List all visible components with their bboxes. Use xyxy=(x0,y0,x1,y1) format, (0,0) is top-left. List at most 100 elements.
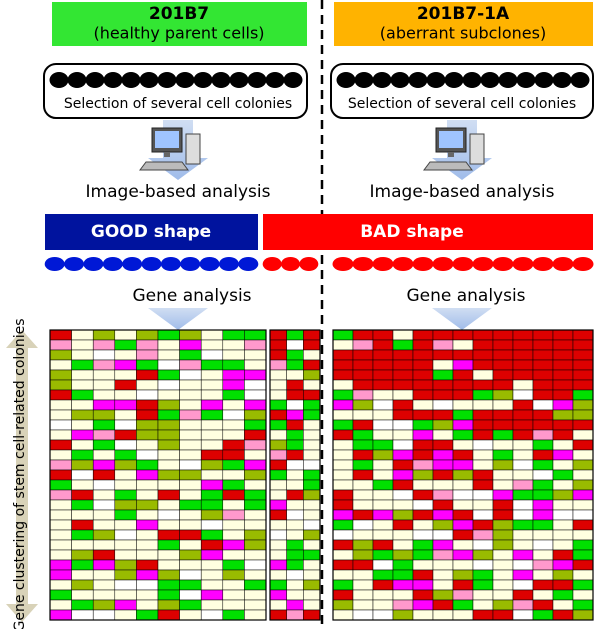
heatmap-cell xyxy=(303,559,321,571)
heatmap-cell xyxy=(303,399,321,411)
heatmap-cell xyxy=(303,389,321,401)
cell-oval xyxy=(44,257,65,271)
heatmap-cell xyxy=(372,389,394,401)
heatmap-cell xyxy=(432,609,454,621)
heatmap-cell xyxy=(332,419,354,431)
heatmap-cell xyxy=(412,409,434,421)
heatmap-cell xyxy=(286,419,304,431)
heatmap-cell xyxy=(352,509,374,521)
cell-oval xyxy=(85,72,105,88)
cell-oval xyxy=(492,257,514,271)
heatmap-cell xyxy=(532,569,554,581)
good-bar xyxy=(45,214,258,250)
heatmap-cell xyxy=(179,419,202,431)
cell-oval xyxy=(412,257,434,271)
heatmap-cell xyxy=(71,499,94,511)
heatmap-cell xyxy=(552,489,574,501)
heatmap-cell xyxy=(71,519,94,531)
heatmap-cell xyxy=(136,459,159,471)
heatmap-cell xyxy=(179,469,202,481)
heatmap-cell xyxy=(71,539,94,551)
heatmap-cell xyxy=(200,419,224,431)
heatmap-cell xyxy=(512,509,534,521)
heatmap-cell xyxy=(572,419,594,431)
heatmap-cell xyxy=(269,369,287,381)
heatmap-cell xyxy=(179,569,202,581)
heatmap-cell xyxy=(157,409,180,421)
heatmap-cell xyxy=(352,459,374,471)
heatmap-cell xyxy=(332,349,354,361)
heatmap-cell xyxy=(372,479,394,491)
heatmap-cell xyxy=(157,399,180,411)
heatmap-cell xyxy=(157,339,180,351)
heatmap-cell xyxy=(532,329,554,341)
heatmap-cell xyxy=(332,359,354,371)
heatmap-cell xyxy=(157,559,180,571)
heatmap-cell xyxy=(492,479,514,491)
cell-oval xyxy=(103,72,123,88)
cell-oval xyxy=(552,72,572,88)
heatmap-cell xyxy=(392,399,414,411)
heatmap-cell xyxy=(432,549,454,561)
heatmap-cell xyxy=(392,389,414,401)
heatmap-cell xyxy=(332,459,354,471)
heatmap-cell xyxy=(244,399,267,411)
heatmap-cell xyxy=(303,339,321,351)
heatmap-cell xyxy=(492,359,514,371)
heatmap-cell xyxy=(49,369,72,381)
heatmap-cell xyxy=(303,409,321,421)
heatmap-cell xyxy=(49,479,72,491)
heatmap-cell xyxy=(49,429,72,441)
cell-oval xyxy=(238,257,259,271)
heatmap-cell xyxy=(157,439,180,451)
left-subtitle: (healthy parent cells) xyxy=(93,24,264,43)
cell-oval xyxy=(229,72,249,88)
right-analysis: Image-based analysis xyxy=(370,182,555,202)
heatmap-cell xyxy=(532,589,554,601)
heatmap-cell xyxy=(392,539,414,551)
heatmap-cell xyxy=(114,499,137,511)
heatmap-cell xyxy=(412,439,434,451)
cell-oval xyxy=(392,257,414,271)
heatmap-cell xyxy=(49,579,72,591)
heatmap-cell xyxy=(92,539,116,551)
heatmap-cell xyxy=(532,519,554,531)
heatmap-cell xyxy=(49,519,72,531)
heatmap-cell xyxy=(200,349,224,361)
heatmap-cell xyxy=(71,359,94,371)
heatmap-cell xyxy=(392,509,414,521)
heatmap-cell xyxy=(432,509,454,521)
heatmap-cell xyxy=(452,559,474,571)
heatmap-cell xyxy=(332,329,354,341)
heatmap-cell xyxy=(372,569,394,581)
heatmap-cell xyxy=(269,329,287,341)
heatmap-cell xyxy=(222,519,245,531)
heatmap-cell xyxy=(286,499,304,511)
heatmap-cell xyxy=(412,349,434,361)
heatmap-cell xyxy=(303,459,321,471)
cell-oval xyxy=(572,257,594,271)
left-header xyxy=(52,2,307,46)
heatmap-cell xyxy=(372,399,394,411)
heatmap-cell xyxy=(244,539,267,551)
heatmap-cell xyxy=(572,499,594,511)
heatmap-cell xyxy=(157,459,180,471)
heatmap-cell xyxy=(269,489,287,501)
heatmap-cell xyxy=(352,529,374,541)
heatmap-cell xyxy=(352,439,374,451)
heatmap-cell xyxy=(332,579,354,591)
heatmap-cell xyxy=(286,519,304,531)
heatmap-cell xyxy=(372,419,394,431)
heatmap-cell xyxy=(432,359,454,371)
heatmap-cell xyxy=(114,609,137,621)
heatmap-cell xyxy=(392,369,414,381)
heatmap-cell xyxy=(372,359,394,371)
heatmap-cell xyxy=(512,419,534,431)
arrow xyxy=(432,308,492,330)
heatmap-cell xyxy=(552,429,574,441)
heatmap-cell xyxy=(352,329,374,341)
heatmap-cell xyxy=(136,359,159,371)
heatmap-cell xyxy=(49,459,72,471)
cell-oval xyxy=(283,72,303,88)
heatmap-cell xyxy=(472,439,494,451)
